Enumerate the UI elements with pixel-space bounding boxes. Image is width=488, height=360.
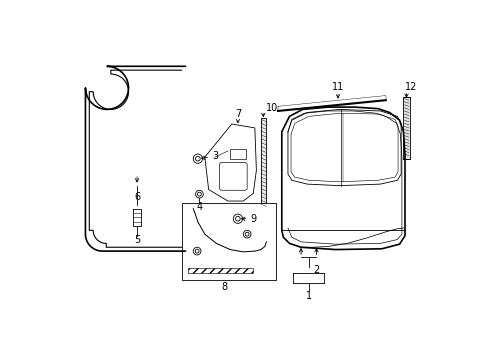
Bar <box>261 118 266 206</box>
Text: 3: 3 <box>212 152 218 161</box>
Text: 6: 6 <box>134 192 140 202</box>
Text: 5: 5 <box>134 235 140 245</box>
Bar <box>187 268 253 274</box>
FancyBboxPatch shape <box>219 163 246 190</box>
Bar <box>230 149 245 159</box>
Bar <box>182 203 275 280</box>
Text: 7: 7 <box>234 109 241 119</box>
Text: 1: 1 <box>305 291 311 301</box>
Text: 4: 4 <box>196 202 202 212</box>
Text: 11: 11 <box>331 82 344 92</box>
Text: 8: 8 <box>221 282 226 292</box>
Text: 12: 12 <box>404 82 416 92</box>
Text: 10: 10 <box>265 103 277 113</box>
Text: 9: 9 <box>250 214 256 224</box>
Text: 2: 2 <box>313 265 319 275</box>
Bar <box>403 97 409 159</box>
